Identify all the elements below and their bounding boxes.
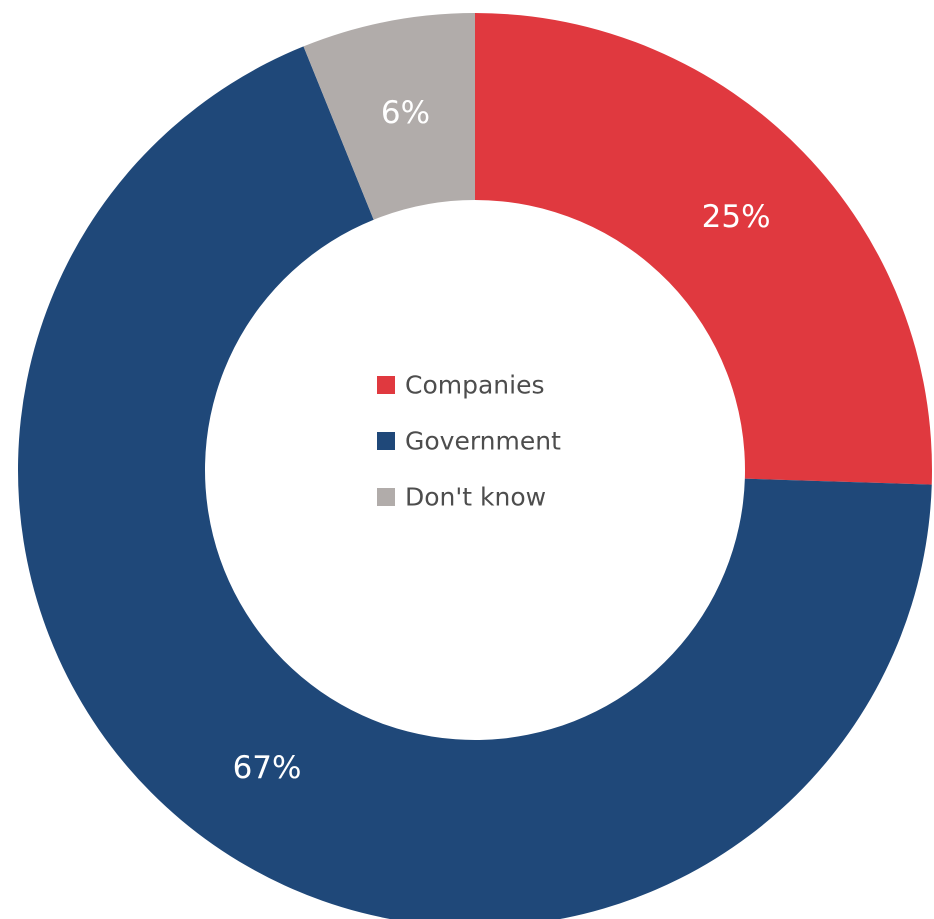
- slice-companies: [475, 13, 932, 485]
- data-label-government: 67%: [233, 750, 302, 786]
- legend-swatch-companies: [377, 376, 395, 394]
- donut-slices: [18, 13, 932, 919]
- data-label-don-t-know: 6%: [381, 95, 430, 131]
- legend-swatch-government: [377, 432, 395, 450]
- slice-labels: 25% 67% 6%: [233, 95, 771, 786]
- legend: Companies Government Don't know: [377, 371, 561, 512]
- legend-label-don-t-know: Don't know: [405, 483, 546, 512]
- slice-don-t-know: [303, 13, 475, 220]
- legend-label-companies: Companies: [405, 371, 545, 400]
- data-label-companies: 25%: [702, 199, 771, 235]
- slice-government: [18, 46, 932, 919]
- legend-swatch-don-t-know: [377, 488, 395, 506]
- legend-label-government: Government: [405, 427, 561, 456]
